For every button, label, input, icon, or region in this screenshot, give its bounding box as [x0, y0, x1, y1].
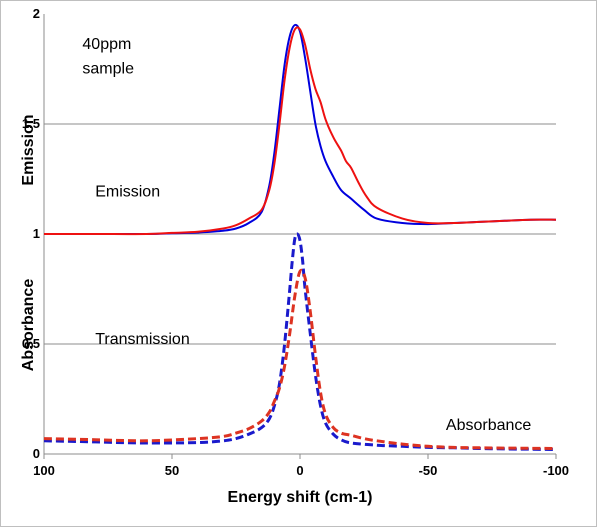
y-tick-label-3: 1.5	[22, 116, 40, 131]
annotation-4: Absorbance	[446, 417, 531, 434]
y-tick-label-1: 0.5	[22, 336, 40, 351]
series-line-3	[43, 268, 557, 450]
x-tick-label-1: 50	[165, 463, 179, 478]
y-tick-label-0: 0	[33, 446, 40, 461]
series-line-1	[44, 26, 557, 236]
annotation-1: sample	[82, 60, 134, 77]
x-tick-label-0: 100	[33, 463, 55, 478]
series-line-0	[44, 23, 557, 236]
series-layer	[43, 23, 557, 452]
annotation-3: Transmission	[95, 331, 190, 348]
y-tick-label-2: 1	[33, 226, 40, 241]
x-tick-label-4: -100	[543, 463, 569, 478]
annotations: 40ppm sample Emission Transmission Absorbanc…	[82, 36, 531, 434]
series-line-2	[43, 232, 557, 452]
x-tick-label-2: 0	[296, 463, 303, 478]
annotation-2: Emission	[95, 184, 160, 201]
y-tick-label-4: 2	[33, 6, 40, 21]
x-tick-labels: 100 50 0 -50 -100	[33, 463, 569, 478]
x-tick-label-3: -50	[419, 463, 438, 478]
annotation-0: 40ppm	[82, 36, 131, 53]
x-axis-title: Energy shift (cm-1)	[228, 489, 373, 506]
y-axis-title-absorbance: Absorbance	[20, 279, 37, 372]
y-tick-labels: 0 0.5 1 1.5 2	[22, 6, 40, 461]
y-axis-title-emission: Emission	[20, 114, 37, 185]
